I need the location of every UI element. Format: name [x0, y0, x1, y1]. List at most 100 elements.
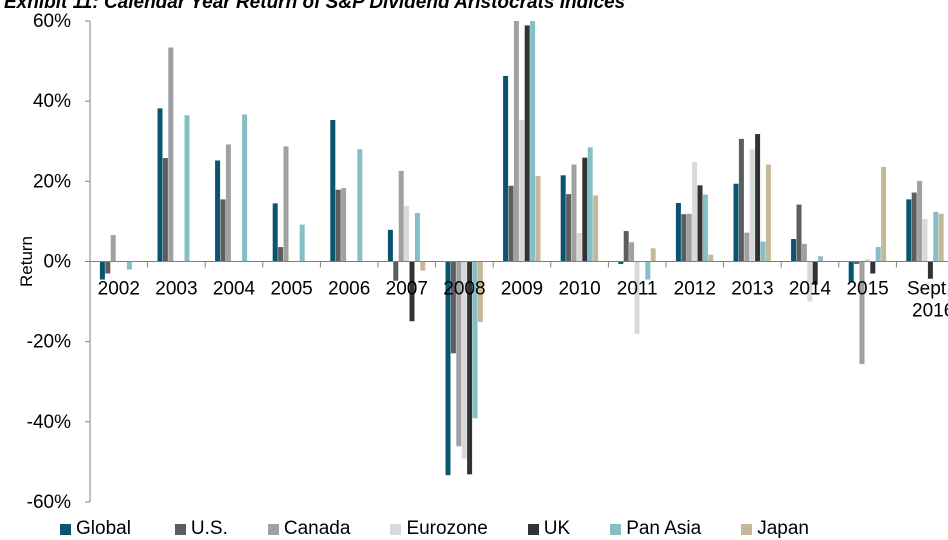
bar-canada-2014: [801, 243, 807, 262]
bar-pan-asia-2011: [645, 261, 651, 280]
legend-item-pan-asia: Pan Asia: [610, 518, 701, 540]
x-tick-label: 2002: [98, 279, 140, 300]
bar-pan-asia-2008: [472, 261, 478, 419]
legend-item-uk: UK: [527, 518, 571, 540]
bar-japan-2011: [650, 248, 656, 262]
bar-u-s--2010: [566, 194, 572, 262]
bar-u-s--2013: [738, 138, 744, 262]
legend-label: UK: [543, 518, 571, 539]
bar-pan-asia-2006: [357, 149, 363, 262]
chart-legend: Global U.S. Canada Eurozone UK Pan Asia Japan: [60, 518, 849, 540]
bar-japan-2007: [420, 261, 426, 271]
bar-global-2005: [272, 203, 278, 262]
legend-swatch: [741, 523, 753, 535]
bar-pan-asia-2013: [760, 241, 766, 262]
bar-global-2008: [445, 261, 451, 476]
legend-label: Japan: [757, 518, 809, 539]
legend-label: Global: [76, 518, 131, 539]
x-tick-label: 2005: [270, 279, 312, 300]
bar-pan-asia-2012: [702, 194, 708, 262]
bar-canada-2007: [398, 170, 404, 262]
bar-canada-2008: [456, 261, 462, 447]
bar-pan-asia-2003: [184, 115, 190, 262]
bar-chart: -60% -40% -20% 0% 20% 40% 60% Return 2002 2003 200…: [17, 11, 948, 513]
bar-canada-2011: [629, 242, 635, 262]
x-tick-label-line: Sept.: [907, 279, 948, 300]
bar-u-s--2007: [393, 261, 399, 281]
x-tick-label: 2008: [443, 279, 485, 300]
bar-pan-asia-2004: [242, 114, 248, 262]
bar-eurozone-sept-2016: [922, 219, 928, 262]
x-tick-label: 2010: [558, 279, 600, 300]
bar-japan-2008: [477, 261, 483, 323]
bar-eurozone-2008: [461, 261, 467, 459]
y-axis-title: Return: [17, 236, 36, 287]
bar-canada-2009: [513, 21, 519, 262]
y-tick-label: -20%: [27, 332, 71, 353]
legend-label: Eurozone: [406, 518, 488, 539]
bar-pan-asia-2015: [875, 247, 881, 262]
legend-item-canada: Canada: [267, 518, 350, 540]
bar-canada-2005: [283, 146, 289, 262]
bar-pan-asia-sept-2016: [933, 211, 939, 262]
bar-canada-2012: [686, 213, 692, 262]
y-tick-label: 20%: [33, 171, 71, 192]
bar-uk-sept-2016: [927, 261, 933, 279]
bar-eurozone-2014: [807, 261, 813, 302]
bar-u-s--2005: [278, 247, 284, 262]
bar-u-s--2011: [623, 231, 629, 262]
bar-japan-sept-2016: [938, 213, 944, 262]
bar-u-s--2012: [681, 214, 687, 262]
y-tick-label: 0%: [44, 252, 72, 273]
legend-item-global: Global: [60, 518, 131, 540]
bar-global-2009: [503, 75, 509, 262]
legend-label: U.S.: [190, 518, 228, 539]
y-tick-label: -60%: [27, 492, 71, 513]
y-tick-label: -40%: [27, 412, 71, 433]
bar-eurozone-2015: [864, 259, 870, 262]
bar-uk-2007: [409, 261, 415, 322]
legend-swatch: [267, 523, 279, 535]
bar-eurozone-2009: [519, 120, 525, 262]
bar-eurozone-2011: [634, 261, 640, 335]
bar-u-s--2008: [450, 261, 456, 354]
x-tick-label: 2004: [213, 279, 256, 300]
bar-japan-2012: [708, 254, 714, 262]
legend-swatch: [174, 523, 186, 535]
bar-japan-2009: [535, 176, 541, 262]
x-tick-label: 2009: [501, 279, 543, 300]
x-tick-label: 2013: [731, 279, 773, 300]
legend-swatch: [60, 523, 71, 535]
legend-item-u-s-: U.S.: [174, 518, 228, 540]
bar-japan-2013: [765, 164, 771, 262]
x-tick-label: 2014: [789, 279, 832, 300]
chart-title: Exhibit 11: Calendar Year Return of S&P …: [4, 0, 626, 13]
legend-swatch: [610, 523, 622, 535]
bar-japan-2010: [593, 195, 599, 262]
bar-u-s--2004: [220, 199, 226, 262]
bar-eurozone-2013: [749, 149, 755, 262]
bar-pan-asia-2009: [530, 21, 536, 262]
x-tick-label: 2007: [386, 279, 428, 300]
bar-pan-asia-2014: [818, 256, 824, 262]
bar-canada-2006: [341, 188, 347, 262]
bar-global-2002: [99, 261, 105, 280]
x-tick-label: 2015: [846, 279, 888, 300]
bar-canada-2013: [744, 232, 750, 262]
bar-u-s--2003: [162, 158, 168, 262]
bar-global-sept-2016: [906, 199, 912, 262]
bar-u-s--sept-2016: [911, 192, 917, 262]
bar-global-2007: [387, 229, 393, 262]
bar-canada-2010: [571, 164, 577, 262]
legend-swatch: [390, 523, 402, 535]
bar-pan-asia-2010: [587, 147, 593, 262]
bar-global-2011: [618, 261, 624, 264]
bar-canada-2015: [859, 261, 865, 365]
bar-canada-2003: [168, 47, 174, 262]
bar-u-s--2002: [105, 261, 111, 274]
bar-global-2006: [330, 120, 336, 262]
bar-canada-2004: [225, 144, 231, 262]
bar-global-2004: [215, 160, 221, 262]
bar-canada-sept-2016: [917, 180, 923, 262]
bar-pan-asia-2005: [299, 224, 305, 262]
